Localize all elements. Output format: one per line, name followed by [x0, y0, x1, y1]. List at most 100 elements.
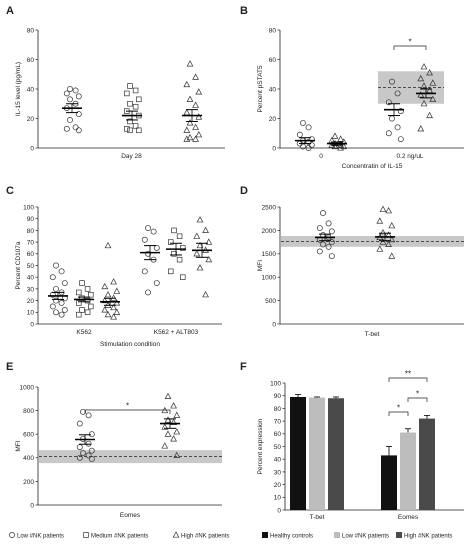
data-point: [340, 142, 348, 150]
data-point: [192, 123, 199, 130]
bar: [381, 455, 397, 510]
data-point: [164, 430, 172, 437]
x-axis-label: Eomes: [120, 512, 141, 519]
data-point: [67, 86, 73, 92]
data-point: [316, 248, 323, 255]
data-point: [195, 88, 203, 95]
data-point: [170, 435, 177, 442]
data-point: [110, 278, 117, 285]
data-point: [183, 80, 191, 88]
significance-bracket: [388, 411, 409, 416]
y-tick-label: 60: [27, 57, 35, 64]
data-point: [80, 408, 86, 415]
data-point: [183, 108, 191, 116]
x-category-label: Day 28: [121, 153, 142, 160]
y-axis-label: MFI: [257, 260, 264, 271]
data-point: [320, 210, 326, 217]
data-point: [385, 240, 392, 247]
data-point: [104, 241, 112, 249]
data-point: [176, 256, 183, 263]
data-point: [85, 412, 92, 419]
legend-marker: [9, 532, 15, 538]
y-tick-label: 0: [30, 502, 34, 509]
data-point: [308, 136, 315, 143]
legend-swatch: [262, 532, 268, 538]
data-point: [389, 78, 395, 85]
y-tick-label: 80: [269, 27, 277, 34]
data-point: [76, 444, 83, 451]
y-axis-label: Percent pSTAT5: [257, 65, 264, 112]
data-point: [88, 447, 95, 454]
y-tick-label: 40: [269, 86, 277, 93]
data-point: [388, 236, 396, 243]
data-point: [85, 440, 92, 447]
data-point: [76, 289, 82, 296]
legend-marker: [172, 531, 180, 538]
data-point: [186, 60, 194, 67]
data-point: [196, 264, 204, 271]
panel-label-c: C: [6, 185, 14, 197]
data-point: [192, 135, 199, 142]
data-point: [153, 244, 160, 251]
data-point: [195, 130, 203, 138]
y-tick-label: 0: [272, 145, 276, 152]
data-point: [426, 69, 433, 76]
data-point: [53, 297, 59, 304]
legend-swatch: [334, 532, 340, 538]
significance-label: *: [397, 404, 400, 413]
y-tick-label: 60: [274, 431, 282, 438]
x-category-label: T-bet: [310, 514, 325, 521]
bar: [309, 397, 325, 510]
y-tick-label: 10: [274, 495, 282, 502]
data-point: [320, 241, 326, 248]
data-point: [141, 236, 148, 243]
data-point: [420, 63, 428, 70]
data-point: [53, 262, 59, 269]
y-tick-label: 600: [23, 432, 34, 439]
data-point: [124, 126, 130, 132]
data-point: [397, 108, 404, 115]
data-point: [85, 452, 92, 459]
x-category-label: K562: [76, 329, 92, 336]
data-point: [426, 111, 433, 119]
data-point: [376, 245, 384, 252]
y-tick-label: 2500: [262, 204, 277, 211]
data-point: [164, 392, 172, 399]
data-point: [385, 130, 392, 137]
x-axis-label: Concentratin of IL-15: [342, 163, 403, 170]
legend-marker: [83, 532, 89, 538]
y-tick-label: 500: [265, 298, 276, 305]
significance-label: *: [126, 402, 129, 411]
data-point: [417, 91, 425, 98]
data-point: [49, 274, 56, 281]
data-point: [79, 280, 85, 286]
data-point: [75, 127, 82, 134]
data-point: [161, 423, 169, 430]
data-point: [429, 79, 437, 86]
y-tick-label: 800: [23, 408, 34, 415]
y-tick-label: 100: [270, 380, 281, 387]
y-tick-label: 30: [274, 469, 282, 476]
data-point: [110, 313, 117, 320]
data-point: [132, 123, 139, 129]
data-point: [202, 226, 209, 233]
y-tick-label: 90: [27, 216, 35, 223]
data-point: [385, 207, 392, 214]
data-point: [205, 255, 213, 263]
y-axis-label: Percent CD107a: [15, 241, 22, 289]
y-tick-label: 10: [27, 310, 35, 317]
data-point: [113, 308, 121, 315]
data-point: [127, 118, 133, 125]
data-point: [173, 411, 181, 418]
data-point: [316, 225, 323, 232]
y-tick-label: 30: [27, 286, 35, 293]
legend-label: Medium #NK patients: [91, 534, 148, 540]
y-tick-label: 100: [23, 204, 34, 211]
data-point: [186, 119, 194, 126]
significance-label: *: [416, 390, 419, 399]
x-category-label: 0.2 ng/uL: [396, 153, 423, 160]
x-category-label: Eomes: [398, 514, 419, 521]
panel-label-e: E: [6, 361, 13, 373]
panel-label-b: B: [240, 5, 248, 17]
